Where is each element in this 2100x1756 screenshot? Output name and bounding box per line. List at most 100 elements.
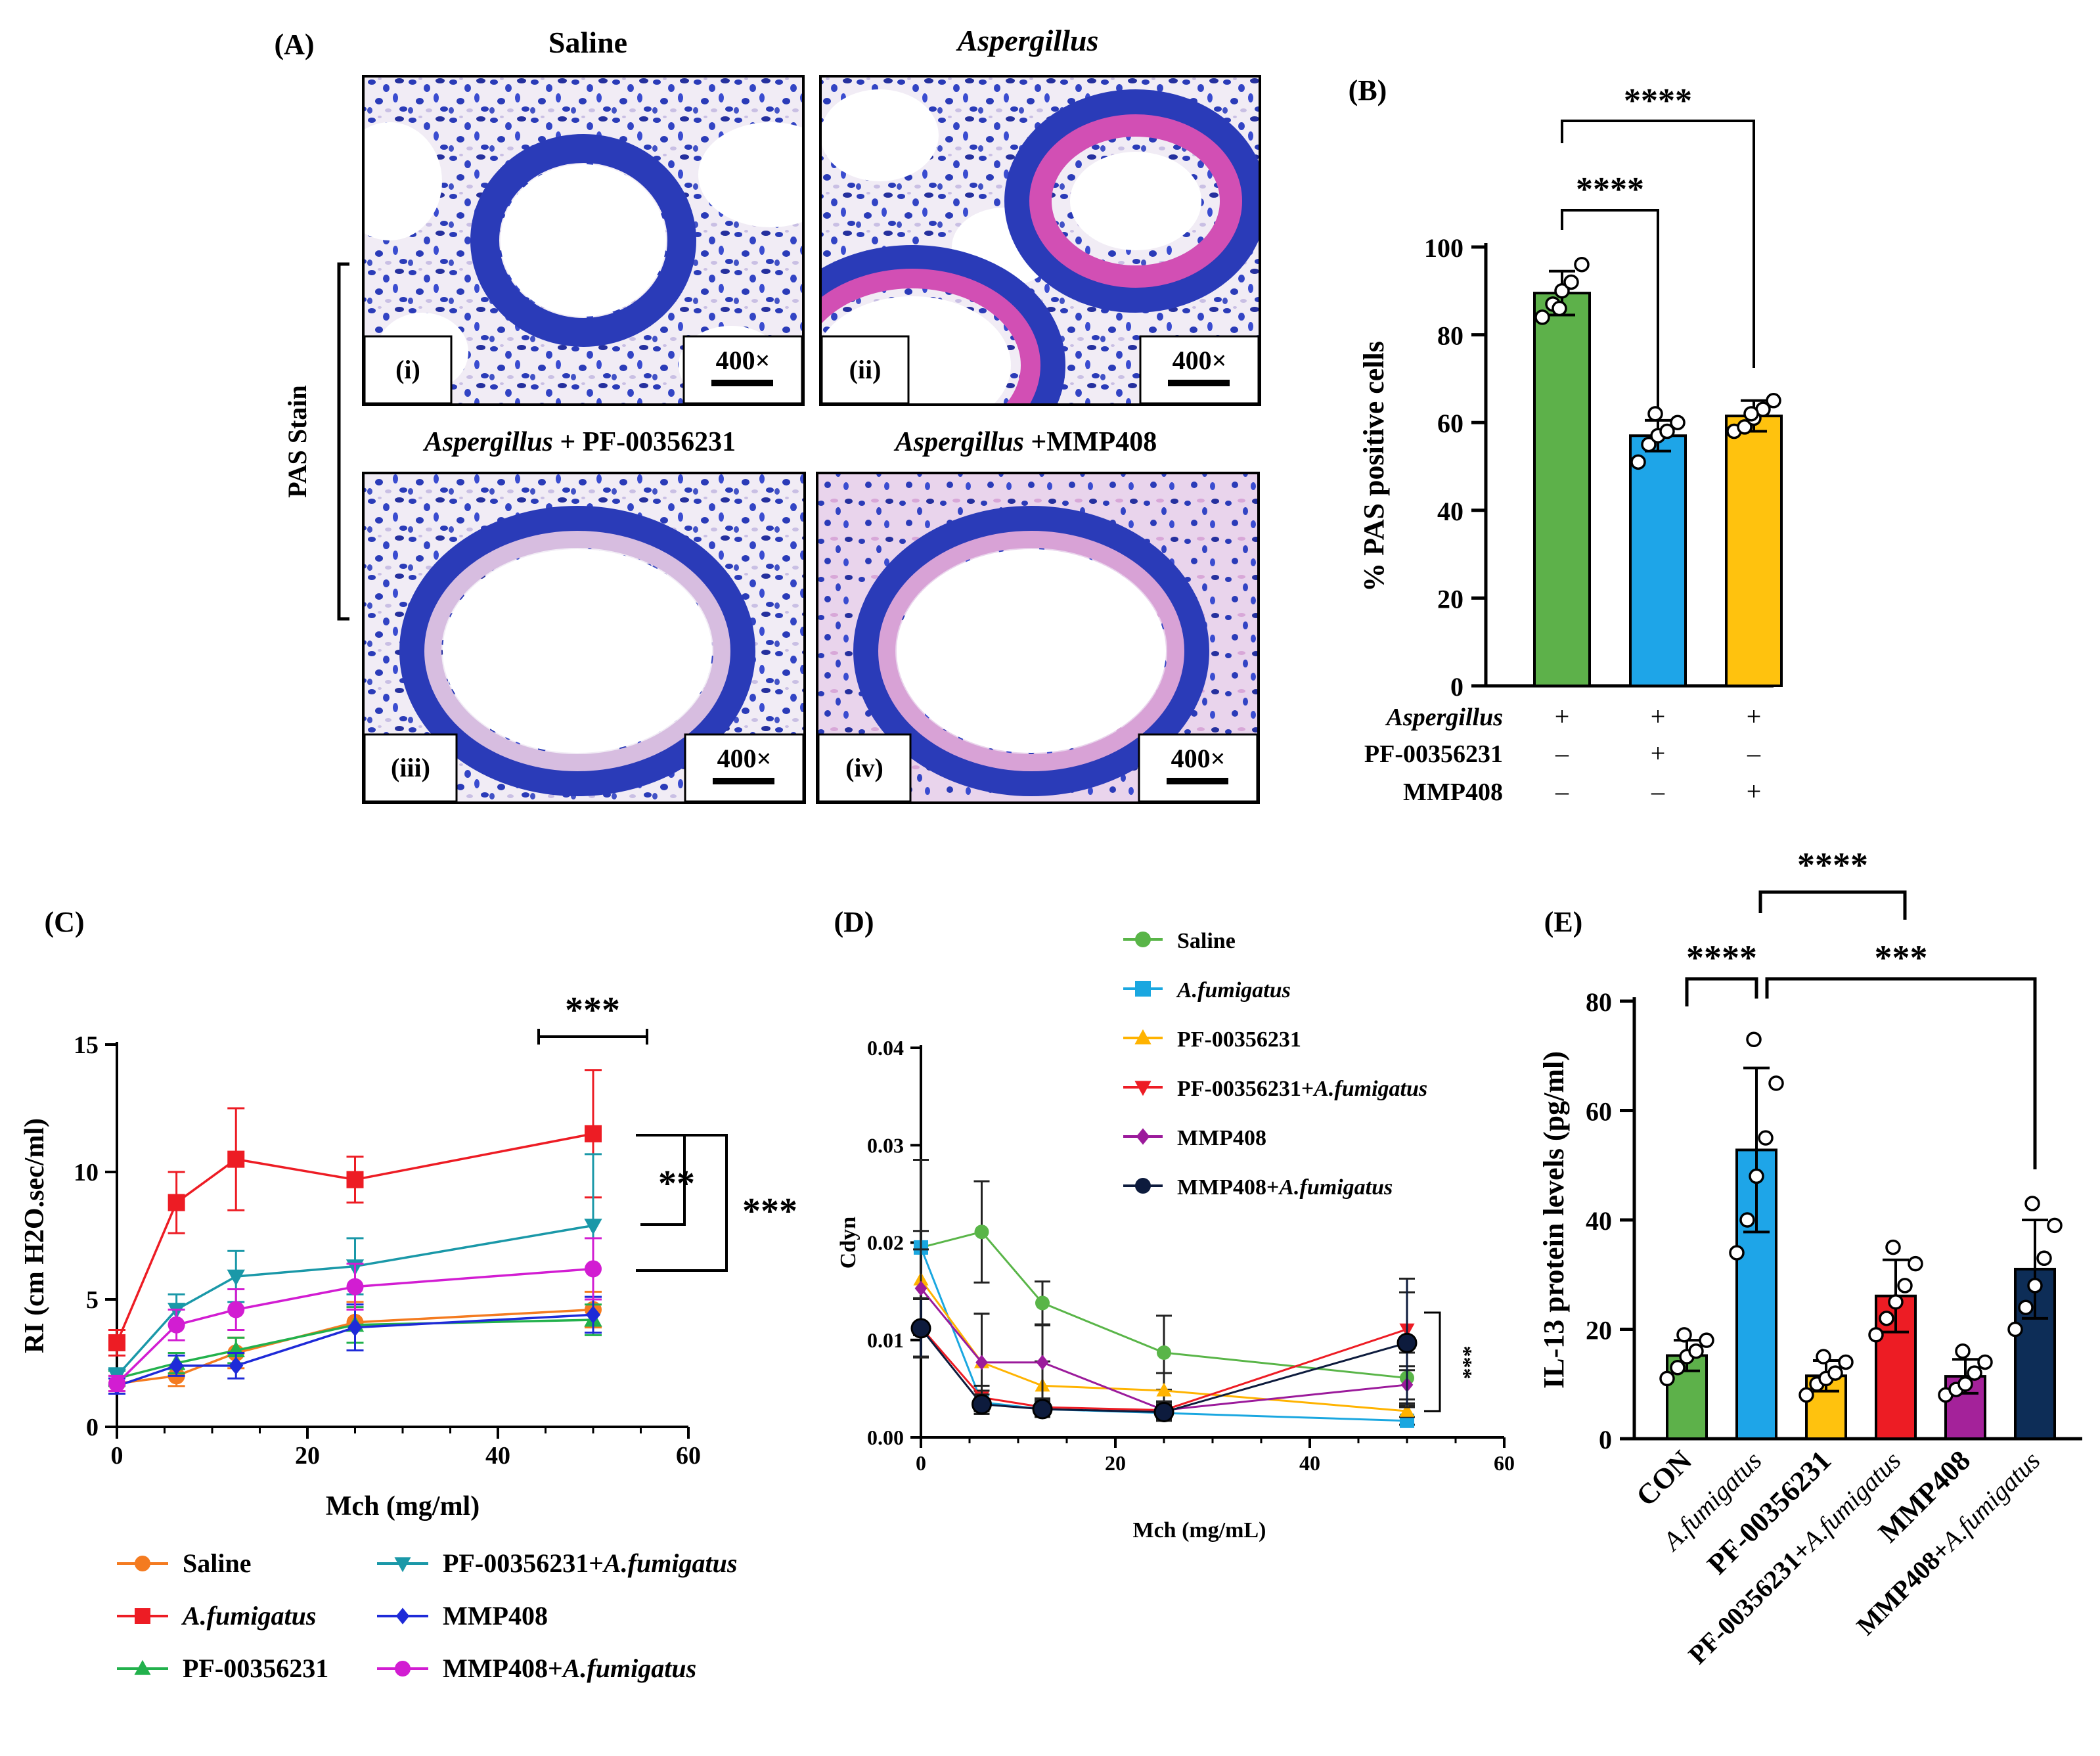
row-title-mmp: Aspergillus +MMP408 <box>893 427 1157 457</box>
data-point <box>1647 406 1663 422</box>
data-point <box>1768 1075 1784 1091</box>
panel-e-label: (E) <box>1544 906 1583 938</box>
x-tick-label: 40 <box>1299 1451 1320 1475</box>
legend-label-part: PF-00356231+ <box>443 1548 604 1578</box>
y-tick-label: 20 <box>1437 584 1463 614</box>
data-point <box>1739 1212 1755 1228</box>
col-title-saline: Saline <box>548 26 627 59</box>
legend-label-italic: A.fumigatus <box>1312 1077 1427 1101</box>
data-point <box>168 1316 185 1334</box>
data-point <box>1897 1278 1913 1294</box>
data-point <box>1153 1401 1174 1422</box>
stain-label: PAS Stain <box>282 385 312 498</box>
alveolar-space <box>698 122 803 227</box>
sig-label: ** <box>658 1163 695 1204</box>
data-point <box>1552 300 1567 317</box>
scale-box <box>1139 335 1260 405</box>
data-point <box>972 1394 992 1415</box>
y-axis-label: % PAS positive cells <box>1358 341 1390 592</box>
magnification-label: 400× <box>1173 346 1227 375</box>
y-tick-label: 40 <box>1586 1206 1612 1236</box>
tile-label: (iii) <box>391 753 430 782</box>
sig-bracket <box>1561 209 1659 407</box>
panel-e: (E) 0 20 40 60 80 IL-13 protein levels (pg/ml)… <box>1538 845 2082 1670</box>
x-tick-label: 60 <box>1494 1451 1515 1475</box>
condition-label: Aspergillus <box>1385 704 1503 731</box>
data-point <box>1749 1168 1764 1184</box>
legend-marker <box>1135 981 1151 997</box>
y-tick-label: 0 <box>86 1414 99 1441</box>
panel-a-label: (A) <box>274 28 314 60</box>
condition-sign: – <box>1747 738 1761 768</box>
condition-label: PF-00356231 <box>1364 740 1503 768</box>
y-tick-label: 60 <box>1437 409 1463 438</box>
condition-sign: + <box>1555 702 1570 731</box>
scale-bar <box>711 380 773 386</box>
y-tick-label: 15 <box>74 1031 99 1059</box>
series <box>108 1237 602 1393</box>
scale-bar <box>1168 380 1230 386</box>
alveolar-space <box>363 122 442 240</box>
histology-tile: (iv) 400× <box>816 472 1260 804</box>
data-point <box>2018 1299 2034 1315</box>
data-point <box>347 1318 363 1337</box>
data-point <box>1036 1355 1049 1370</box>
scale-box <box>682 335 803 405</box>
pas-faint <box>424 531 730 771</box>
data-point <box>1670 1360 1686 1376</box>
y-tick-label: 0.01 <box>867 1328 904 1352</box>
x-tick-label: 20 <box>295 1442 320 1470</box>
x-tick-label: 20 <box>1105 1451 1126 1475</box>
legend-label: MMP408+A.fumigatus <box>443 1654 696 1683</box>
category-label-part: MMP408+ <box>1850 1535 1956 1640</box>
row-title-pf-rest: + PF-00356231 <box>553 427 736 457</box>
legend-label: PF-00356231 <box>183 1654 328 1683</box>
legend-marker <box>395 1661 411 1677</box>
legend-label: Saline <box>1177 929 1236 953</box>
legend-marker <box>1134 1081 1151 1096</box>
data-point <box>1630 454 1646 470</box>
airway-epithelium <box>1004 89 1260 313</box>
sig-label: **** <box>1686 938 1757 978</box>
data-point <box>1816 1349 1831 1364</box>
data-point <box>1977 1354 1993 1370</box>
data-point <box>1737 419 1753 435</box>
y-tick-label: 10 <box>74 1159 99 1186</box>
tile-label-box <box>363 335 453 405</box>
x-tick-label: 60 <box>676 1442 701 1470</box>
legend-marker <box>135 1556 150 1571</box>
airway-lumen <box>501 164 666 317</box>
data-point <box>229 1357 244 1375</box>
stain-bracket <box>337 262 349 621</box>
y-tick-label: 0.02 <box>867 1231 904 1255</box>
sig-label: *** <box>1452 1346 1476 1380</box>
category-label: CON <box>1630 1444 1698 1512</box>
data-point <box>108 1334 125 1351</box>
magnification-label: 400× <box>1171 744 1226 773</box>
tile-border <box>816 472 1260 804</box>
legend-d: Saline A.fumigatus PF-00356231 PF-00356231+… <box>1123 929 1427 1200</box>
legend-marker <box>1135 932 1151 947</box>
condition-sign: + <box>1747 777 1762 806</box>
data-point <box>1534 309 1550 325</box>
legend-label: PF-00356231+A.fumigatus <box>1177 1077 1427 1101</box>
tile-border <box>362 472 806 804</box>
tile-label: (ii) <box>849 355 882 384</box>
condition-sign: – <box>1555 738 1569 768</box>
sig-bracket <box>1685 977 1758 1006</box>
data-point <box>169 1357 184 1375</box>
data-point <box>1957 1376 1973 1392</box>
row-title-pf: Aspergillus + PF-00356231 <box>422 427 736 457</box>
sig-bracket <box>1424 1311 1441 1412</box>
scale-box <box>684 733 805 803</box>
legend-label-part: MMP408+ <box>1177 1175 1279 1200</box>
legend-label-italic: A.fumigatus <box>602 1548 737 1578</box>
y-tick-label: 0 <box>1599 1425 1612 1454</box>
pas-faint <box>878 531 1184 771</box>
data-point <box>1554 283 1570 299</box>
legend-marker <box>134 1659 151 1675</box>
legend-label-part: MMP408+ <box>443 1654 563 1683</box>
bar <box>1533 292 1591 687</box>
data-point <box>1157 1345 1171 1361</box>
data-point <box>1967 1365 1982 1381</box>
